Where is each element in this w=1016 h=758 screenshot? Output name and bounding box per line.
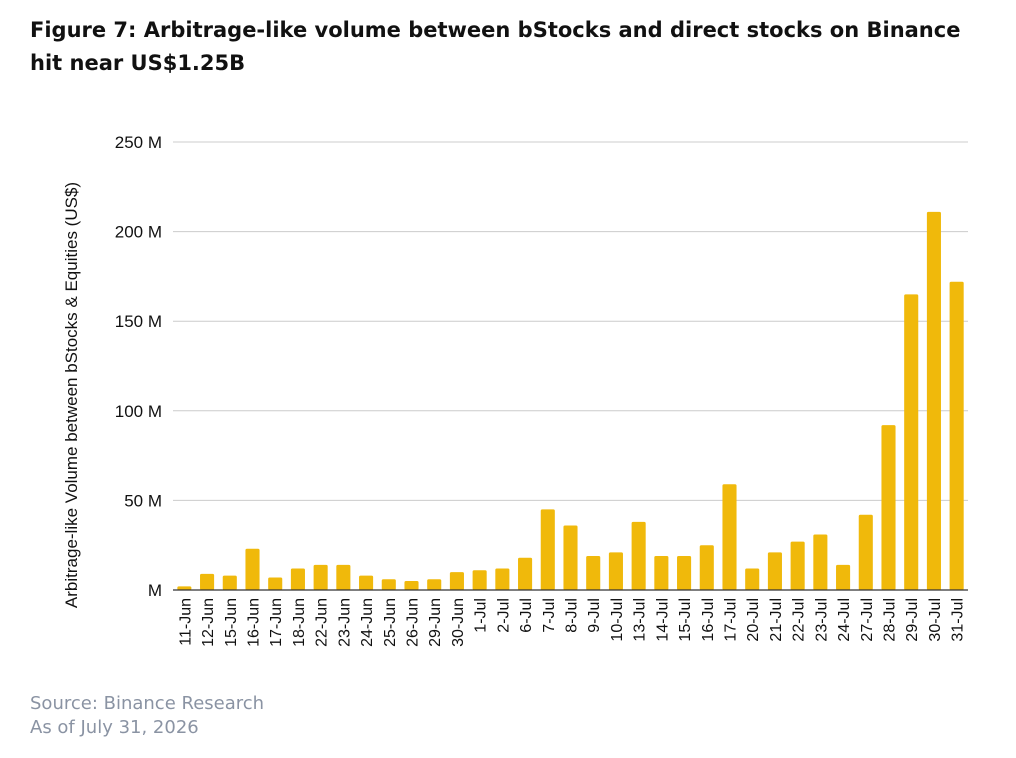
- x-tick-label: 15-Jul: [677, 598, 694, 642]
- x-tick-label: 1-Jul: [473, 598, 490, 633]
- x-tick-label: 10-Jul: [609, 598, 626, 642]
- source-text: Source: Binance Research: [30, 693, 265, 714]
- bar-23-Jun: [336, 564, 351, 590]
- bar-16-Jul: [699, 545, 714, 590]
- x-tick-label: 7-Jul: [541, 598, 558, 633]
- bar-21-Jul: [767, 552, 782, 590]
- bar-17-Jul: [722, 484, 737, 590]
- y-tick-label: 200 M: [115, 223, 162, 242]
- x-tick-label: 15-Jun: [223, 598, 240, 647]
- bar-15-Jul: [677, 555, 692, 590]
- bar-27-Jul: [858, 514, 873, 590]
- bar-chart: M 50 M 100 M 150 M 200 M 250 M 11-Jun 12-Jun 15…: [115, 133, 968, 647]
- bar-8-Jul: [563, 525, 578, 590]
- x-tick-label: 12-Jun: [200, 598, 217, 647]
- bar-18-Jun: [290, 568, 305, 590]
- x-tick-label: 16-Jul: [700, 598, 717, 642]
- x-tick-label: 31-Jul: [950, 598, 967, 642]
- bar-14-Jul: [654, 555, 669, 590]
- gridlines: [173, 141, 968, 501]
- x-tick-label: 16-Jun: [246, 598, 263, 647]
- bar-1-Jul: [472, 570, 487, 590]
- x-tick-label: 8-Jul: [564, 598, 581, 633]
- bar-12-Jun: [200, 573, 215, 590]
- bar-15-Jun: [222, 575, 237, 590]
- x-tick-label: 23-Jul: [813, 598, 830, 642]
- x-tick-label: 13-Jul: [632, 598, 649, 642]
- x-axis-tick-labels: 11-Jun 12-Jun 15-Jun 16-Jun 17-Jun 18-Jun 22-J…: [177, 598, 966, 647]
- bar-26-Jun: [404, 581, 419, 590]
- chart-title: Figure 7: Arbitrage-like volume between …: [30, 18, 961, 75]
- bar-2-Jul: [495, 568, 510, 590]
- bars: [177, 211, 964, 590]
- y-tick-label: 100 M: [115, 402, 162, 421]
- x-tick-label: 21-Jul: [768, 598, 785, 642]
- bar-30-Jun: [449, 572, 464, 590]
- bar-17-Jun: [268, 577, 283, 590]
- x-tick-label: 24-Jul: [836, 598, 853, 642]
- x-tick-label: 20-Jul: [745, 598, 762, 642]
- x-tick-label: 24-Jun: [359, 598, 376, 647]
- bar-29-Jul: [904, 294, 919, 590]
- bar-31-Jul: [949, 281, 964, 590]
- x-tick-label: 22-Jun: [314, 598, 331, 647]
- y-axis-label: Arbitrage-like Volume between bStocks & …: [62, 181, 81, 609]
- x-tick-label: 2-Jul: [495, 598, 512, 633]
- y-tick-label: 50 M: [124, 491, 162, 510]
- x-tick-label: 18-Jun: [291, 598, 308, 647]
- y-tick-label: 250 M: [115, 133, 162, 152]
- x-tick-label: 11-Jun: [177, 598, 194, 646]
- x-tick-label: 9-Jul: [586, 598, 603, 633]
- x-tick-label: 6-Jul: [518, 598, 535, 633]
- x-tick-label: 22-Jul: [791, 598, 808, 642]
- x-tick-label: 14-Jul: [654, 598, 671, 642]
- bar-22-Jun: [313, 564, 328, 590]
- bar-16-Jun: [245, 548, 260, 590]
- bar-25-Jun: [381, 579, 396, 590]
- x-tick-label: 25-Jun: [382, 598, 399, 647]
- bar-11-Jun: [177, 586, 192, 590]
- x-tick-label: 27-Jul: [859, 598, 876, 642]
- x-tick-label: 26-Jun: [405, 598, 422, 647]
- source-note: Source: Binance Research As of July 31, …: [30, 692, 264, 740]
- bar-7-Jul: [540, 509, 555, 590]
- bar-24-Jun: [359, 575, 374, 590]
- as-of-date: As of July 31, 2026: [30, 717, 199, 738]
- bar-6-Jul: [518, 557, 533, 590]
- x-tick-label: 30-Jun: [450, 598, 467, 647]
- bar-13-Jul: [631, 521, 646, 590]
- bar-9-Jul: [586, 555, 601, 590]
- bar-24-Jul: [836, 564, 851, 590]
- x-tick-label: 23-Jun: [336, 598, 353, 647]
- bar-20-Jul: [745, 568, 760, 590]
- x-tick-label: 29-Jun: [427, 598, 444, 647]
- bar-28-Jul: [881, 425, 896, 590]
- x-tick-label: 30-Jul: [927, 598, 944, 642]
- x-tick-label: 17-Jun: [268, 598, 285, 647]
- bar-29-Jun: [427, 579, 442, 590]
- bar-22-Jul: [790, 541, 805, 590]
- bar-30-Jul: [926, 211, 941, 590]
- y-tick-label: M: [148, 581, 162, 600]
- y-axis-tick-labels: M 50 M 100 M 150 M 200 M 250 M: [115, 133, 162, 600]
- x-tick-label: 17-Jul: [723, 598, 740, 642]
- bar-23-Jul: [813, 534, 828, 590]
- bar-10-Jul: [608, 552, 623, 590]
- x-tick-label: 29-Jul: [904, 598, 921, 642]
- y-tick-label: 150 M: [115, 312, 162, 331]
- x-tick-label: 28-Jul: [882, 598, 899, 642]
